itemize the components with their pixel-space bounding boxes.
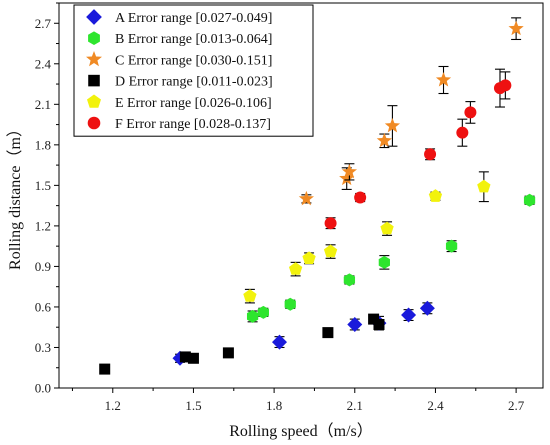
x-tick-label: 2.4 [427,398,444,413]
data-point-F [324,217,337,230]
data-point-B [445,239,458,253]
x-axis-title: Rolling speed（m/s） [229,422,373,440]
data-point-E [323,244,338,258]
data-point-B [378,255,390,269]
data-point-B [284,297,296,311]
legend-label-B: B Error range [0.013-0.064] [115,32,272,47]
data-point-F [354,191,367,204]
data-point-F [424,148,437,161]
data-point-A [401,307,417,323]
data-point-C [508,20,524,36]
data-point-D [179,351,191,363]
x-tick-label: 2.7 [508,398,525,413]
data-point-D [187,352,199,364]
data-point-C [298,190,314,206]
legend: A Error range [0.027-0.049] B Error range… [73,4,314,137]
series-F [324,68,512,230]
legend-marker-A [86,9,102,25]
legend-label-C: C Error range [0.030-0.151] [115,53,272,68]
y-tick-label: 0.0 [35,381,51,396]
x-tick-label: 1.2 [105,398,121,413]
data-point-E [243,289,257,302]
legend-box [73,4,314,137]
y-tick-label: 0.3 [35,340,51,355]
legend-marker-B [88,31,100,46]
legend-marker-E [87,94,101,108]
legend-marker-F [87,116,101,130]
data-point-B [523,193,536,207]
data-point-E [288,262,303,275]
series-D [99,313,385,375]
data-point-C [435,72,452,87]
data-point-E [302,251,316,264]
x-tick-label: 2.1 [347,398,363,413]
legend-label-D: D Error range [0.011-0.023] [115,75,273,90]
series-C [298,17,524,206]
data-point-A [347,317,363,333]
legend-label-E: E Error range [0.026-0.106] [115,96,272,111]
plot-frame [58,2,544,389]
data-point-D [368,313,380,325]
x-tick-label: 1.5 [185,398,201,413]
data-point-F [464,106,477,119]
legend-label-F: F Error range [0.028-0.137] [115,117,271,132]
series-E [243,171,491,304]
y-tick-label: 2.7 [35,16,52,31]
data-point-E [428,189,443,202]
data-point-C [376,132,392,148]
y-tick-label: 2.4 [35,56,52,71]
data-point-B [343,273,356,287]
y-tick-label: 1.8 [35,137,51,152]
data-point-E [380,221,394,235]
legend-marker-D [88,74,100,87]
data-point-F [456,126,469,139]
series-B [246,193,536,323]
data-point-D [322,327,334,339]
y-axis-title: Rolling distance（m） [6,121,24,270]
y-tick-label: 2.1 [35,97,51,112]
data-point-A [271,334,287,350]
plot-area [99,17,536,375]
data-point-D [99,363,111,375]
data-point-B [246,309,259,323]
y-tick-label: 1.2 [35,218,51,233]
data-point-C [339,170,355,186]
data-point-D [222,347,234,359]
data-point-F [499,79,512,92]
legend-label-A: A Error range [0.027-0.049] [115,11,272,26]
data-point-C [384,117,401,133]
data-point-A [419,300,435,316]
axes: 1.2 1.5 1.8 2.1 2.4 2.7 0.0 0.3 0.6 0.9 1.2 1.5 1.8 2… [35,2,544,413]
y-tick-label: 0.6 [35,299,52,314]
x-tick-label: 1.8 [266,398,282,413]
y-tick-label: 1.5 [35,178,51,193]
data-point-C [341,163,358,179]
y-tick-label: 0.9 [35,259,51,274]
legend-marker-C [86,51,102,67]
data-point-B [257,305,269,319]
data-point-E [477,179,491,193]
